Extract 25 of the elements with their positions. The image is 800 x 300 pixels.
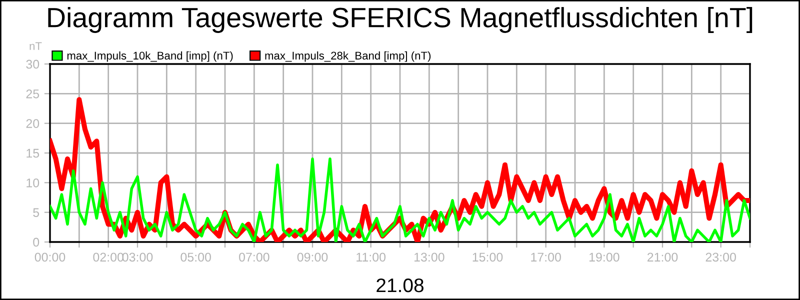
- y-tick-label: 25: [26, 89, 40, 98]
- legend-label: max_Impuls_28k_Band [imp] (nT): [265, 51, 431, 62]
- x-tick-label: 11:00: [356, 252, 386, 262]
- x-tick-label: 19:00: [589, 252, 620, 262]
- chart-title: Diagramm Tageswerte SFERICS Magnetflussdichten [nT]: [48, 7, 752, 33]
- x-tick-label: 09:00: [297, 252, 328, 262]
- x-tick-label: 13:00: [414, 252, 444, 262]
- x-tick-label: 00:00: [34, 252, 66, 262]
- x-axis-title: 21.08: [376, 278, 424, 292]
- y-tick-label: 20: [26, 119, 40, 128]
- x-tick-label: 21:00: [647, 252, 678, 262]
- x-tick-label: 05:00: [180, 252, 211, 262]
- y-tick-label: 10: [26, 178, 40, 188]
- y-axis-title: nT: [30, 42, 42, 50]
- x-tick-label: 17:00: [531, 252, 561, 262]
- y-tick-label: 15: [26, 148, 40, 158]
- x-tick-label: 07:00: [239, 252, 270, 262]
- y-tick-label: 30: [26, 60, 40, 69]
- x-tick-label: 15:00: [472, 252, 503, 262]
- x-tick-label: 02:00: [93, 252, 124, 262]
- x-tick-label: 23:00: [706, 252, 736, 262]
- legend-label: max_Impuls_10k_Band [imp] (nT): [67, 51, 233, 62]
- x-tick-label: 03:00: [122, 252, 153, 262]
- y-tick-label: 0: [33, 238, 40, 247]
- y-tick-label: 5: [33, 208, 40, 217]
